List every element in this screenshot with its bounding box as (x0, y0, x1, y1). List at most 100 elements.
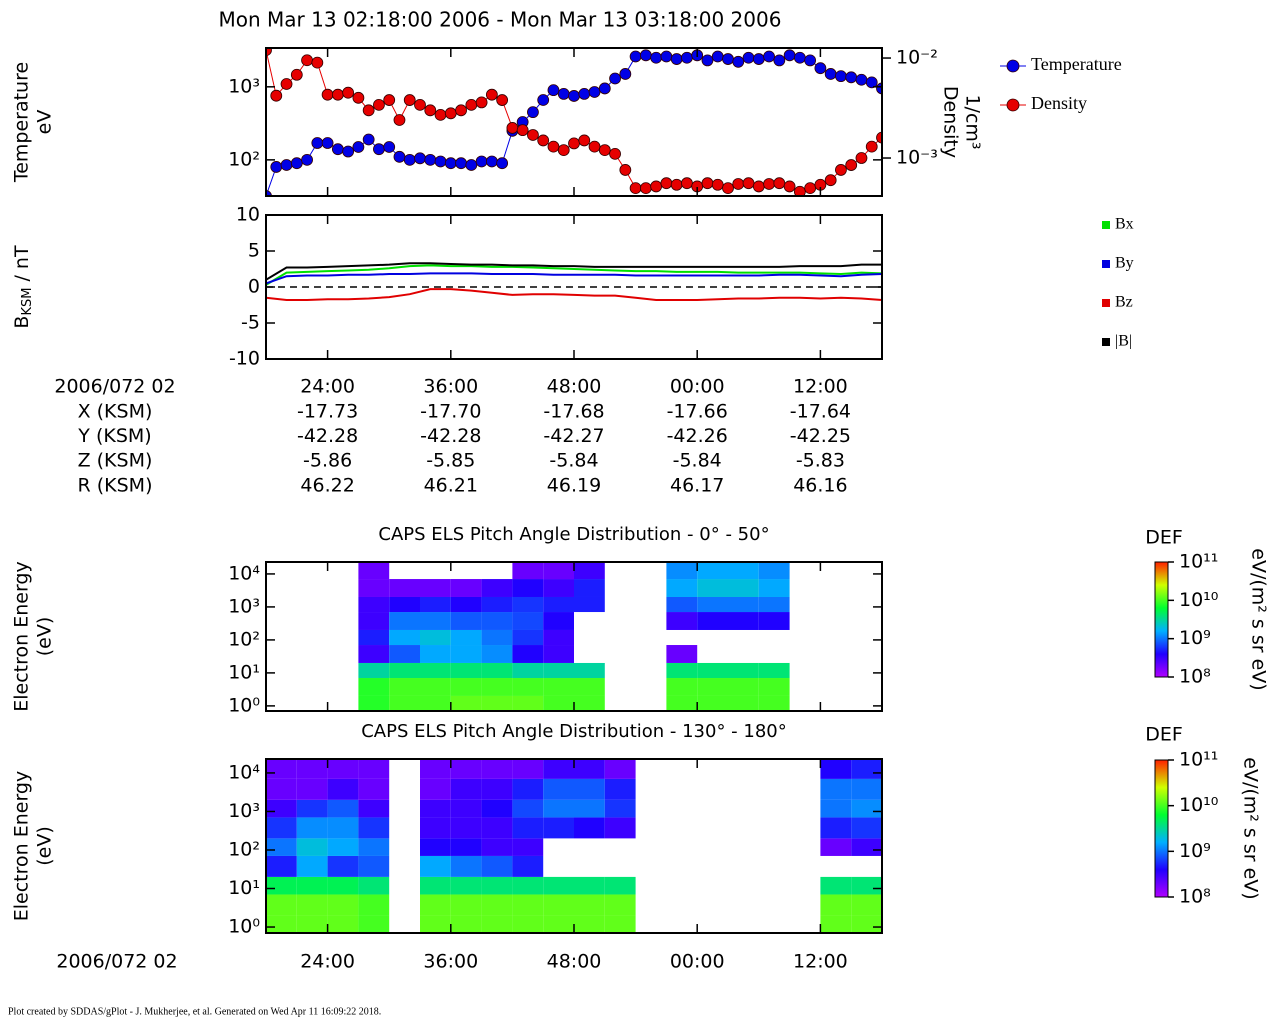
data-point (434, 108, 447, 121)
heatmap-cell (758, 562, 790, 580)
heatmap-cell (481, 778, 513, 800)
data-point (598, 144, 611, 157)
data-point (311, 137, 324, 149)
ephemeris-value: -17.64 (790, 401, 851, 423)
ephemeris-value: -5.86 (303, 450, 352, 472)
y-axis-label: (eV) (34, 826, 56, 866)
heatmap-cell (327, 855, 359, 877)
heatmap-cell (266, 894, 297, 916)
data-point (465, 159, 478, 171)
heatmap-cell (420, 759, 451, 779)
heatmap-cell (266, 759, 297, 779)
data-point (290, 157, 303, 170)
heatmap-cell (604, 876, 636, 895)
heatmap-cell (512, 579, 544, 597)
heatmap-cell (450, 778, 482, 800)
x-tick-label: 12:00 (793, 951, 848, 973)
heatmap-cell (358, 662, 390, 679)
heatmap-cell (450, 612, 482, 630)
y-tick-label: 10³ (228, 75, 260, 97)
y-tick-label: 10¹ (228, 661, 260, 683)
heatmap-cell (820, 817, 852, 839)
data-point (506, 122, 519, 134)
heatmap-cell (574, 562, 605, 580)
heatmap-cell (389, 662, 420, 679)
heatmap-cell (327, 817, 359, 839)
data-point (650, 51, 663, 64)
data-point (588, 140, 601, 153)
heatmap-cell (574, 662, 605, 679)
heatmap-cell (420, 855, 451, 877)
heatmap-cell (512, 817, 544, 839)
x-tick-label: 36:00 (423, 376, 478, 398)
data-point (403, 94, 416, 106)
series-line (266, 54, 882, 196)
heatmap-cell (358, 778, 390, 800)
data-point (865, 140, 878, 153)
data-point (865, 76, 878, 89)
heatmap-cell (327, 799, 359, 818)
ephemeris-value: 46.22 (300, 474, 354, 496)
heatmap-cell (512, 876, 544, 895)
heatmap-cell (481, 855, 513, 877)
data-point (783, 180, 796, 193)
heatmap-cell (420, 678, 451, 696)
heatmap-cell (358, 838, 390, 856)
series-line (266, 264, 882, 286)
heatmap-cell (266, 838, 297, 856)
x-tick-label: 24:00 (300, 951, 355, 973)
colorbar-tick-label: 10¹¹ (1179, 749, 1218, 771)
heatmap-cell (512, 678, 544, 696)
data-point (321, 137, 334, 149)
heatmap-cell (543, 645, 574, 663)
ephemeris-value: -17.73 (297, 401, 358, 423)
heatmap-cell (358, 915, 390, 933)
heatmap-cell (666, 662, 698, 679)
heatmap-cell (296, 799, 328, 818)
heatmap-cell (728, 612, 759, 630)
heatmap-cell (574, 876, 605, 895)
heatmap-cell (358, 799, 390, 818)
data-point (290, 68, 303, 81)
heatmap-cell (543, 678, 574, 696)
data-point (352, 91, 365, 104)
y-axis-label: 1/cm³ (962, 94, 984, 149)
legend-label: Density (1031, 93, 1087, 113)
y-tick-label: 10² (228, 628, 260, 650)
heatmap-cell (574, 596, 605, 613)
heatmap-cell (420, 799, 451, 818)
data-point (383, 141, 396, 153)
legend-label: Bz (1115, 294, 1133, 311)
y-tick-label: 10⁴ (228, 562, 260, 584)
heatmap-cell (420, 596, 451, 613)
heatmap-cell (266, 817, 297, 839)
heatmap-cell (543, 915, 574, 933)
heatmap-cell (851, 915, 882, 933)
heatmap-cell (604, 915, 636, 933)
heatmap-cell (543, 596, 574, 613)
data-point (650, 180, 663, 193)
heatmap-cell (512, 612, 544, 630)
data-point (722, 53, 734, 65)
data-point (578, 87, 591, 100)
y-axis-label: BKSM / nT (11, 245, 35, 329)
data-point (742, 177, 755, 190)
page-title: Mon Mar 13 02:18:00 2006 - Mon Mar 13 03… (219, 8, 782, 32)
heatmap-cell (543, 562, 574, 580)
y-tick-label: -10 (229, 348, 260, 370)
heatmap-cell (358, 817, 390, 839)
y-tick-label: 10² (228, 838, 260, 860)
ephemeris-value: -5.85 (426, 450, 475, 472)
heatmap-cell (820, 838, 852, 856)
y-axis-label-part: B (11, 316, 33, 329)
series-line (266, 262, 882, 281)
colorbar-units: eV/(m² s sr eV) (1248, 548, 1270, 690)
heatmap-cell (481, 678, 513, 696)
heatmap-cell (389, 579, 420, 597)
heatmap-cell (574, 778, 605, 800)
heatmap-cell (296, 817, 328, 839)
heatmap-cell (450, 629, 482, 646)
legend-label: By (1115, 255, 1134, 272)
heatmap-cell (604, 778, 636, 800)
colorbar-tick-label: 10⁹ (1179, 627, 1211, 649)
